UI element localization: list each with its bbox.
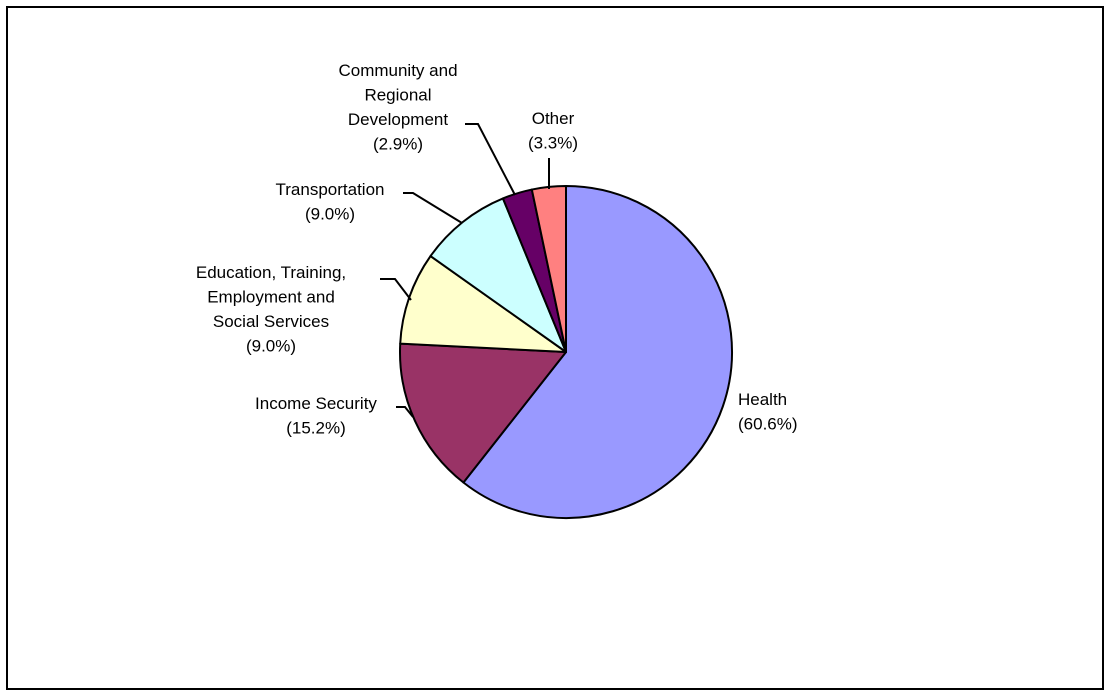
slice-label-line: (9.0%) [305, 205, 355, 224]
slice-label-line: Income Security [255, 394, 377, 413]
slice-label-line: Transportation [276, 180, 385, 199]
slice-label-community-and-regional-development: Community and Regional Development (2.9%) [338, 61, 457, 154]
slice-label-line: (15.2%) [286, 419, 346, 438]
slice-label-line: (60.6%) [738, 415, 798, 434]
slice-label-line: (3.3%) [528, 134, 578, 153]
leader-line-community-and-regional-development [465, 123, 516, 196]
slice-label-line: Other [532, 109, 575, 128]
leader-line-transportation [403, 192, 463, 224]
slice-label-transportation: Transportation (9.0%) [276, 180, 385, 224]
pie-slice-transportation [429, 197, 567, 353]
leader-line-income-security [396, 406, 414, 418]
slice-label-line: (9.0%) [246, 337, 296, 356]
slice-label-education-training-employment-and-social-services: Education, Training, Employment and Social… [196, 263, 346, 356]
slice-label-line: Social Services [213, 312, 329, 331]
slice-label-line: Health [738, 390, 787, 409]
pie-slice-income-security [399, 342, 567, 484]
slice-label-line: (2.9%) [373, 135, 423, 154]
pie-slice-health [462, 185, 733, 519]
slice-label-other: Other (3.3%) [528, 109, 578, 153]
slice-label-line: Development [348, 110, 448, 129]
slice-label-line: Community and [338, 61, 457, 80]
slice-label-health: Health (60.6%) [738, 390, 798, 434]
slice-label-line: Regional [364, 86, 431, 105]
slice-label-line: Employment and [207, 288, 335, 307]
slice-label-income-security: Income Security (15.2%) [255, 394, 377, 438]
leader-line-education-training-employment-and-social-services [380, 278, 412, 301]
slice-label-line: Education, Training, [196, 263, 346, 282]
